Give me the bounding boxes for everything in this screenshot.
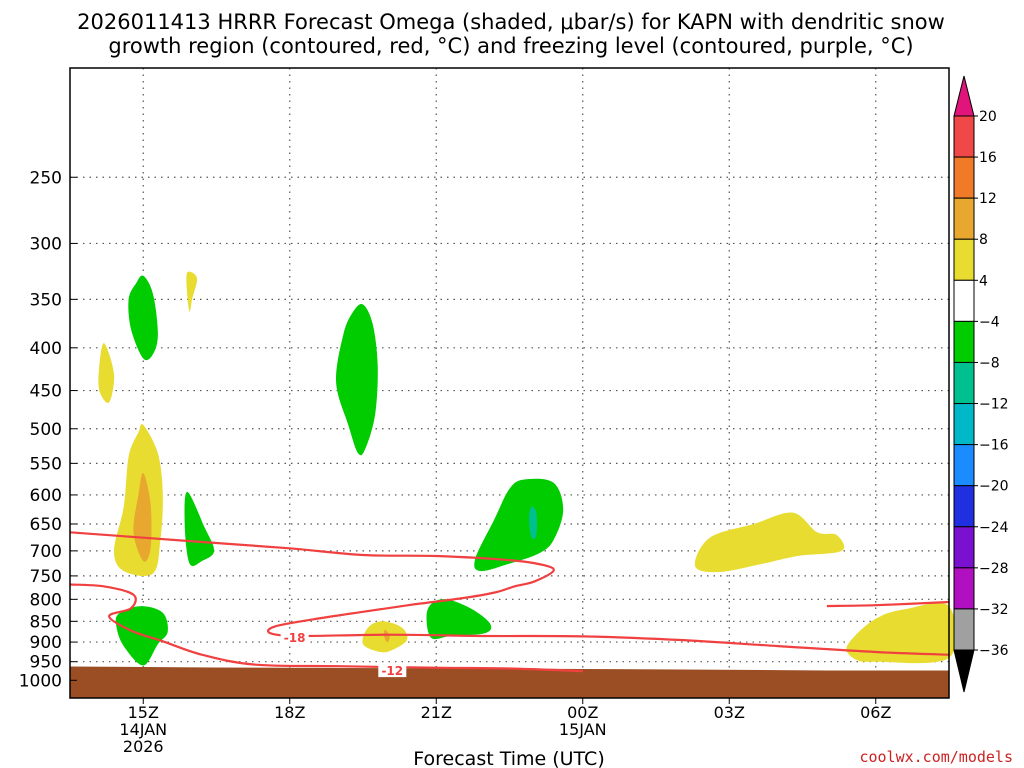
y-tick-label: 300 — [30, 234, 62, 254]
colorbar-tick-label: −32 — [979, 602, 1009, 618]
omega-region — [128, 275, 158, 361]
colorbar: 20 16 12 8 4 −4 −8 −12 −16 −20 −24 −28 −32 −36 — [953, 75, 1009, 693]
colorbar-tick-label: −20 — [979, 479, 1009, 495]
x-tick-label: 00Z — [567, 703, 598, 722]
colorbar-tick-label: 20 — [979, 109, 997, 125]
omega-region — [529, 506, 537, 540]
omega-region — [383, 629, 390, 643]
omega-region — [336, 303, 378, 456]
x-tick-label: 03Z — [714, 703, 745, 722]
colorbar-bin — [953, 279, 975, 322]
x-tick-label: 18Z — [274, 703, 305, 722]
omega-region — [426, 599, 492, 640]
omega-region — [98, 343, 115, 403]
colorbar-bin — [953, 197, 975, 240]
colorbar-tick-label: −24 — [979, 520, 1009, 536]
colorbar-bottom-arrow — [953, 649, 975, 693]
y-tick-label: 250 — [30, 168, 62, 188]
x-tick-label: 14JAN — [119, 720, 167, 739]
colorbar-tick-label: −4 — [979, 314, 1000, 330]
plot-frame — [69, 67, 950, 699]
y-tick-label: 900 — [30, 633, 62, 653]
colorbar-bin — [953, 361, 975, 405]
omega-region — [133, 472, 152, 562]
colorbar-bin — [953, 608, 975, 651]
colorbar-bin — [953, 526, 975, 569]
y-tick-label: 750 — [30, 567, 62, 587]
colorbar-top-arrow — [953, 75, 975, 117]
colorbar-bin — [953, 238, 975, 281]
chart-title-line-1: 2026011413 HRRR Forecast Omega (shaded, … — [77, 10, 945, 34]
y-tick-label: 550 — [30, 454, 62, 474]
y-tick-label: 350 — [30, 290, 62, 310]
y-axis-ticks: 2503003504004505005506006507007508008509… — [19, 168, 77, 691]
x-tick-label: 15JAN — [559, 720, 607, 739]
chart-title-line-2: growth region (contoured, red, °C) and f… — [108, 34, 913, 58]
omega-shading — [98, 271, 957, 666]
y-tick-label: 700 — [30, 542, 62, 562]
colorbar-bin — [953, 320, 975, 363]
x-tick-label: 15Z — [128, 703, 159, 722]
contour-label: -12 — [381, 664, 403, 678]
omega-region — [186, 271, 198, 312]
terrain-band — [70, 666, 949, 698]
x-tick-label: 21Z — [421, 703, 452, 722]
y-tick-label: 450 — [30, 382, 62, 402]
colorbar-tick-label: 12 — [979, 191, 997, 207]
y-tick-label: 800 — [30, 590, 62, 610]
colorbar-tick-label: −16 — [979, 438, 1009, 454]
y-tick-label: 1000 — [19, 671, 62, 691]
dgz-contours: -18 -12 — [69, 531, 950, 678]
x-tick-label: 2026 — [123, 737, 164, 756]
credit-text: coolwx.com/models — [859, 748, 1013, 766]
y-tick-label: 950 — [30, 653, 62, 673]
omega-region — [474, 478, 564, 572]
omega-region — [694, 512, 845, 573]
colorbar-tick-label: −8 — [979, 355, 1000, 371]
colorbar-bin — [953, 485, 975, 528]
dgz-contour-line — [826, 600, 950, 608]
colorbar-bin — [953, 403, 975, 446]
y-tick-label: 650 — [30, 515, 62, 535]
terrain — [70, 666, 949, 698]
colorbar-bin — [953, 567, 975, 610]
y-tick-label: 850 — [30, 612, 62, 632]
contour-label-bg — [280, 630, 309, 645]
colorbar-tick-label: 4 — [979, 273, 988, 289]
contour-label: -18 — [284, 631, 306, 645]
colorbar-tick-label: −12 — [979, 397, 1009, 413]
colorbar-tick-label: −28 — [979, 561, 1009, 577]
colorbar-bin — [953, 115, 975, 158]
y-tick-label: 500 — [30, 420, 62, 440]
contour-label-bg — [378, 663, 407, 678]
y-tick-label: 600 — [30, 486, 62, 506]
dgz-contour-line — [69, 531, 950, 656]
colorbar-tick-label: −36 — [979, 643, 1009, 659]
colorbar-bin — [953, 156, 975, 199]
x-axis-label: Forecast Time (UTC) — [413, 748, 604, 768]
colorbar-tick-label: 8 — [979, 232, 988, 248]
y-tick-label: 400 — [30, 339, 62, 359]
colorbar-tick-label: 16 — [979, 150, 997, 166]
omega-region — [184, 491, 215, 566]
omega-region — [846, 602, 957, 664]
dgz-contour-line — [69, 583, 583, 673]
x-tick-label: 06Z — [860, 703, 891, 722]
colorbar-bin — [953, 444, 975, 487]
grid-lines — [70, 68, 949, 698]
